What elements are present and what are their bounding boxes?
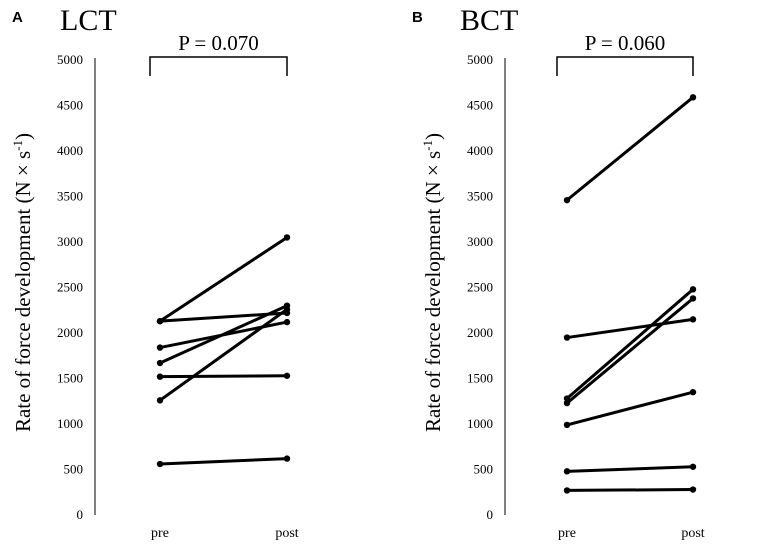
y-tick-label: 3000 (467, 234, 493, 249)
data-point-post (283, 306, 291, 313)
y-tick-label: 4500 (57, 98, 83, 113)
series-line-subject-7 (565, 488, 695, 492)
y-tick-label: 1000 (467, 416, 493, 431)
y-axis-label-superscript: -1 (10, 140, 25, 151)
y-tick-label: 4500 (467, 98, 493, 113)
data-point-post (689, 286, 697, 293)
y-tick-label: 1500 (57, 371, 83, 386)
y-axis-label-close: ) (11, 133, 35, 140)
y-tick-label: 500 (64, 462, 84, 477)
panel-letter: B (412, 9, 423, 26)
series-line-subject-2 (565, 317, 695, 340)
data-point-pre (156, 373, 164, 380)
y-tick-label: 5000 (467, 52, 493, 67)
y-axis-label-close: ) (421, 133, 445, 140)
data-point-pre (156, 460, 164, 468)
data-point-post (689, 316, 697, 323)
significance-bracket (556, 56, 694, 76)
y-tick-label: 4000 (57, 143, 83, 158)
series-line-subject-6 (565, 465, 695, 473)
data-point-post (283, 455, 291, 462)
series-line-subject-5 (158, 374, 289, 379)
series-line-subject-4 (565, 296, 695, 405)
y-tick-label: 1000 (57, 416, 83, 431)
p-value-annotation: P = 0.070 (178, 31, 259, 55)
y-axis-label-superscript: -1 (420, 140, 435, 151)
data-point-pre (156, 359, 164, 367)
data-point-pre (156, 344, 164, 351)
chart-title: LCT (60, 4, 117, 37)
chart-title: BCT (460, 4, 518, 37)
x-category-label: post (275, 526, 298, 541)
series-line-subject-5 (565, 390, 695, 427)
series-line-subject-1 (565, 95, 695, 202)
data-point-post (689, 94, 697, 101)
y-tick-label: 2000 (57, 325, 83, 340)
series-line-subject-3 (565, 287, 695, 401)
y-tick-label: 500 (474, 462, 494, 477)
y-axis-label-main: Rate of force development (N × s (11, 151, 35, 432)
y-axis-label-main: Rate of force development (N × s (421, 151, 445, 432)
y-tick-label: 5000 (57, 52, 83, 67)
data-point-pre (156, 397, 164, 404)
x-category-label: pre (151, 526, 169, 541)
series-line-subject-1 (158, 235, 289, 323)
data-point-pre (563, 196, 571, 204)
y-tick-label: 2500 (467, 280, 493, 295)
series-line-subject-4 (158, 304, 289, 365)
data-point-post (689, 388, 697, 396)
x-category-label: post (681, 526, 704, 541)
data-point-pre (563, 421, 571, 429)
data-point-post (283, 372, 291, 379)
x-category-label: pre (558, 526, 576, 541)
y-axis-label: Rate of force development (N × s-1) (10, 133, 35, 432)
data-point-post (283, 234, 291, 241)
y-tick-label: 3500 (467, 189, 493, 204)
y-tick-label: 0 (487, 507, 494, 522)
y-tick-label: 4000 (467, 143, 493, 158)
chart-panel-b: B BCT 0 500 1000 1500 2000 2500 3000 3500 4000 4500… (412, 4, 705, 541)
data-point-post (689, 463, 697, 470)
p-value-annotation: P = 0.060 (585, 31, 666, 55)
y-tick-label: 2000 (467, 325, 493, 340)
series-line-subject-6 (158, 307, 289, 402)
data-point-pre (563, 487, 571, 494)
chart-panel-a: A LCT 0 500 1000 1500 2000 2500 3000 3500 4000 4500… (10, 4, 299, 541)
y-tick-label: 2500 (57, 280, 83, 295)
data-point-pre (563, 399, 571, 407)
data-point-post (689, 295, 697, 302)
data-point-pre (563, 334, 571, 341)
y-tick-label: 0 (77, 507, 84, 522)
y-tick-label: 3000 (57, 234, 83, 249)
data-point-pre (156, 317, 164, 325)
significance-bracket (149, 56, 288, 76)
data-point-post (283, 318, 291, 326)
series-line-subject-7 (158, 457, 289, 466)
data-point-pre (563, 468, 571, 475)
y-tick-label: 1500 (467, 371, 493, 386)
y-tick-label: 3500 (57, 189, 83, 204)
y-axis-label: Rate of force development (N × s-1) (420, 133, 445, 432)
data-point-post (689, 486, 697, 493)
panel-letter: A (12, 9, 23, 26)
